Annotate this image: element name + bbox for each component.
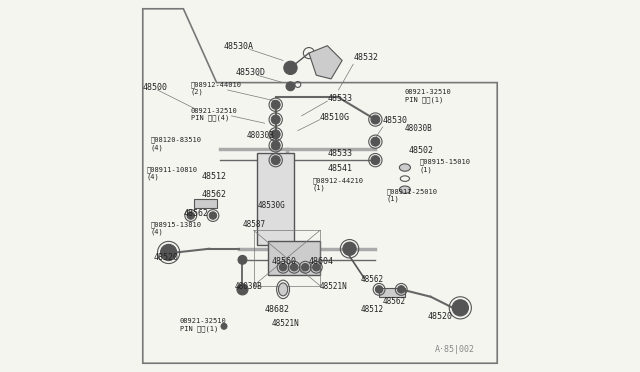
Text: A·85|002: A·85|002	[435, 345, 475, 354]
FancyBboxPatch shape	[268, 241, 320, 275]
Text: ⓝ08915-13810
(4): ⓝ08915-13810 (4)	[150, 221, 201, 235]
Text: 48587: 48587	[243, 219, 266, 229]
Circle shape	[237, 284, 248, 295]
Text: 48604: 48604	[309, 257, 334, 266]
FancyBboxPatch shape	[257, 153, 294, 245]
Circle shape	[209, 212, 216, 219]
FancyBboxPatch shape	[195, 199, 216, 208]
Circle shape	[271, 156, 280, 164]
Circle shape	[343, 242, 356, 256]
Text: 48532: 48532	[353, 54, 378, 62]
Circle shape	[452, 300, 468, 316]
Text: 48560: 48560	[272, 257, 297, 266]
Circle shape	[271, 115, 280, 124]
Circle shape	[301, 263, 309, 271]
Circle shape	[271, 100, 280, 109]
Text: 48030B: 48030B	[235, 282, 263, 291]
Text: 48533: 48533	[328, 94, 353, 103]
Text: 48521N: 48521N	[320, 282, 348, 291]
Text: ⓝ08912-44010
(2): ⓝ08912-44010 (2)	[191, 81, 242, 95]
Text: Ⓓ08120-83510
(4): Ⓓ08120-83510 (4)	[150, 137, 201, 151]
Circle shape	[271, 130, 280, 139]
Text: 48530A: 48530A	[224, 42, 254, 51]
Text: 48512: 48512	[202, 171, 227, 181]
Text: 48530: 48530	[383, 116, 408, 125]
Circle shape	[238, 256, 247, 264]
Text: 48510G: 48510G	[320, 113, 350, 122]
Circle shape	[187, 212, 195, 219]
Text: 48541: 48541	[328, 164, 353, 173]
Text: 48533: 48533	[328, 150, 353, 158]
Circle shape	[280, 263, 287, 271]
Text: 48562: 48562	[184, 209, 209, 218]
Circle shape	[284, 61, 297, 74]
Text: 48030B: 48030B	[405, 124, 433, 132]
Text: 48562: 48562	[383, 297, 406, 306]
Text: ⓝ08915-15010
(1): ⓝ08915-15010 (1)	[420, 158, 470, 173]
Circle shape	[397, 286, 405, 293]
Circle shape	[312, 263, 320, 271]
Circle shape	[221, 323, 227, 329]
Circle shape	[286, 82, 295, 91]
Polygon shape	[309, 46, 342, 79]
FancyBboxPatch shape	[379, 288, 405, 297]
Circle shape	[161, 244, 177, 260]
Text: 48562: 48562	[360, 275, 384, 284]
Text: 48530G: 48530G	[257, 201, 285, 210]
Text: 08921-32510
PIN ピン(4): 08921-32510 PIN ピン(4)	[191, 108, 237, 121]
Text: 48502: 48502	[408, 146, 434, 155]
Text: 48030B: 48030B	[246, 131, 274, 140]
Text: 48500: 48500	[143, 83, 168, 92]
Ellipse shape	[399, 186, 410, 193]
Circle shape	[376, 286, 383, 293]
Circle shape	[371, 115, 380, 124]
Circle shape	[371, 137, 380, 146]
Circle shape	[271, 141, 280, 150]
Text: 08921-32510
PIN ピン(1): 08921-32510 PIN ピン(1)	[405, 89, 452, 103]
Circle shape	[291, 263, 298, 271]
Text: 48530D: 48530D	[235, 68, 265, 77]
Text: ⓝ08911-25010
(1): ⓝ08911-25010 (1)	[387, 188, 438, 202]
Ellipse shape	[278, 283, 288, 296]
Text: 48562: 48562	[202, 190, 227, 199]
Text: 48521N: 48521N	[272, 319, 300, 328]
Text: 08921-32510
PIN ピン(1): 08921-32510 PIN ピン(1)	[180, 318, 227, 331]
Text: ⓝ08912-44210
(1): ⓝ08912-44210 (1)	[312, 177, 364, 191]
Text: 48512: 48512	[360, 305, 384, 314]
Text: ⓝ08911-10810
(4): ⓝ08911-10810 (4)	[147, 166, 198, 180]
Text: 48520: 48520	[154, 253, 179, 262]
Circle shape	[371, 156, 380, 164]
Text: 48682: 48682	[264, 305, 290, 314]
Ellipse shape	[399, 164, 410, 171]
Text: 48520: 48520	[427, 312, 452, 321]
